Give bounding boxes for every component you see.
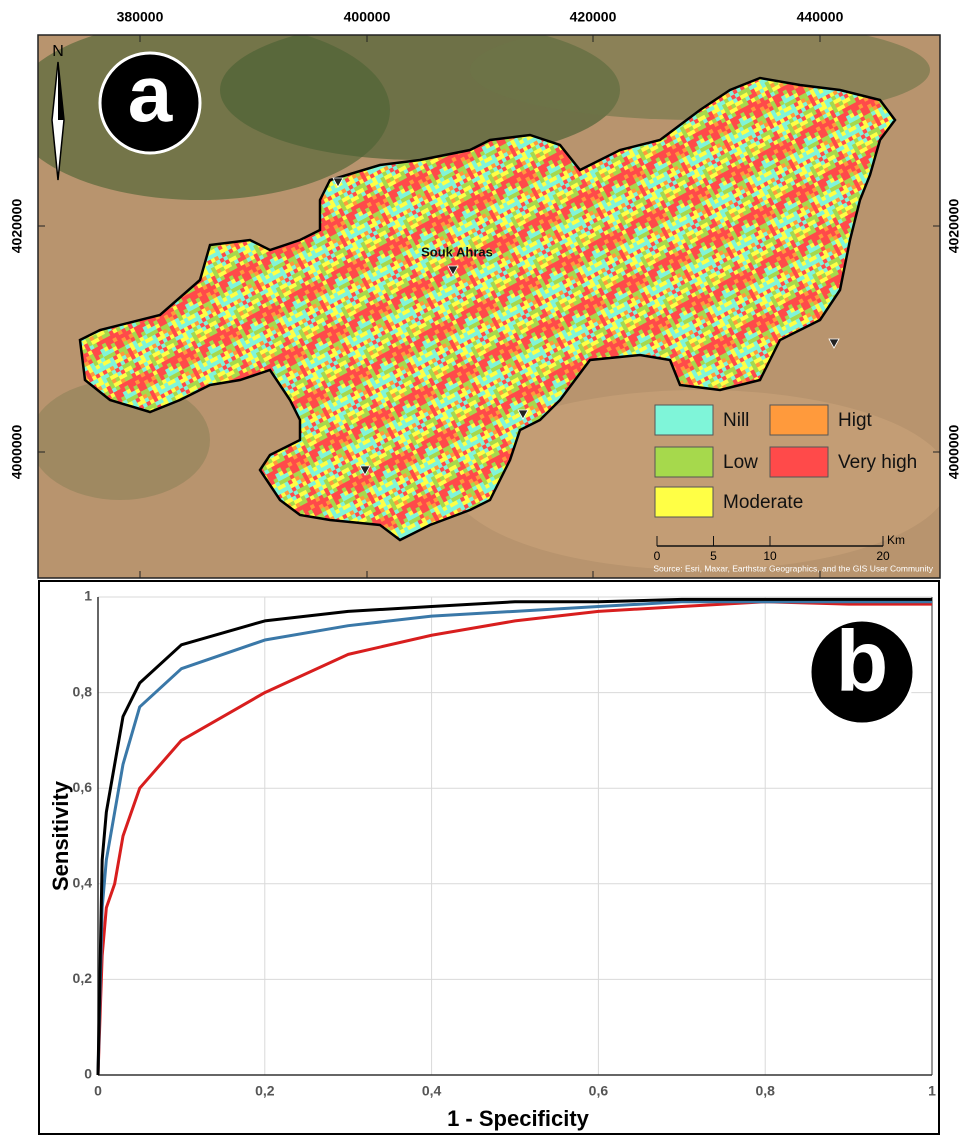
map-panel: N a Souk Ahras Nill Higt Low Very high Moder…: [9, 9, 962, 578]
map-y-tick-label: 4020000: [946, 199, 962, 254]
legend-label: Moderate: [723, 492, 803, 513]
map-y-tick-label: 4000000: [946, 425, 962, 480]
legend-label: Higt: [838, 410, 873, 431]
panel-label: a: [128, 49, 173, 138]
north-label: N: [52, 43, 64, 60]
y-axis-label: Sensitivity: [48, 780, 73, 891]
legend-label: Nill: [723, 410, 749, 431]
y-tick-label: 0,8: [73, 683, 93, 699]
attribution: Source: Esri, Maxar, Earthstar Geographi…: [653, 563, 933, 573]
scale-unit: Km: [887, 533, 905, 547]
x-tick-label: 0: [94, 1083, 102, 1099]
map-y-tick-label: 4020000: [9, 199, 25, 254]
map-x-tick-label: 420000: [570, 9, 617, 25]
map-x-tick-label: 440000: [797, 9, 844, 25]
y-tick-label: 0,4: [73, 875, 93, 891]
legend-swatch: [770, 405, 828, 435]
y-tick-label: 0,6: [73, 779, 93, 795]
y-tick-label: 1: [84, 588, 92, 604]
x-axis-label: 1 - Specificity: [447, 1106, 590, 1131]
legend-swatch: [655, 487, 713, 517]
chart-frame: [39, 581, 939, 1134]
y-tick-label: 0: [84, 1066, 92, 1082]
scale-label: 20: [876, 549, 890, 563]
legend-label: Very high: [838, 452, 917, 473]
map-x-tick-label: 380000: [117, 9, 164, 25]
x-tick-label: 0,4: [422, 1083, 442, 1099]
map-x-tick-label: 400000: [344, 9, 391, 25]
x-tick-label: 0,6: [589, 1083, 609, 1099]
legend-swatch: [770, 447, 828, 477]
panel-label: b: [836, 614, 889, 710]
scale-label: 5: [710, 549, 717, 563]
x-tick-label: 0,8: [755, 1083, 775, 1099]
legend-swatch: [655, 447, 713, 477]
legend-swatch: [655, 405, 713, 435]
place-label: Souk Ahras: [421, 244, 493, 259]
legend-label: Low: [723, 452, 758, 473]
figure: N a Souk Ahras Nill Higt Low Very high Moder…: [0, 0, 969, 1136]
y-tick-label: 0,2: [73, 970, 93, 986]
scale-label: 10: [763, 549, 777, 563]
scale-label: 0: [654, 549, 661, 563]
x-tick-label: 0,2: [255, 1083, 275, 1099]
map-y-tick-label: 4000000: [9, 425, 25, 480]
x-tick-label: 1: [928, 1083, 936, 1099]
